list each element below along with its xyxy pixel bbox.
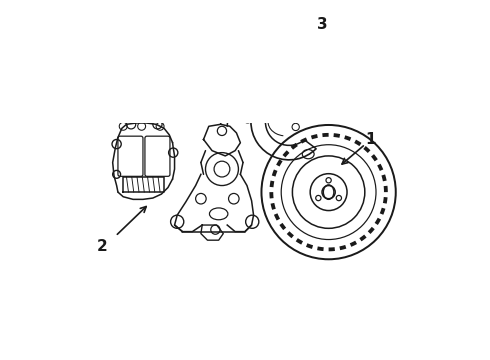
Text: 3: 3	[317, 17, 327, 32]
Text: 1: 1	[365, 132, 375, 147]
Text: 2: 2	[97, 239, 107, 254]
